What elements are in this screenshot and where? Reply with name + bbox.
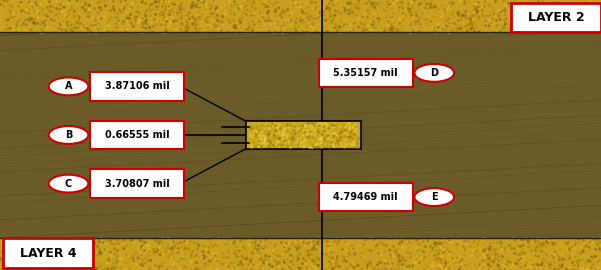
Text: 4.79469 mil: 4.79469 mil — [333, 192, 398, 202]
FancyBboxPatch shape — [511, 3, 601, 32]
Bar — [0, 0, 601, 32]
Text: C: C — [65, 178, 72, 189]
Circle shape — [415, 188, 454, 206]
Text: LAYER 2: LAYER 2 — [528, 11, 584, 24]
FancyBboxPatch shape — [3, 238, 93, 268]
FancyBboxPatch shape — [319, 183, 412, 211]
Text: E: E — [431, 192, 438, 202]
FancyBboxPatch shape — [90, 72, 184, 100]
Circle shape — [415, 64, 454, 82]
Circle shape — [49, 126, 88, 144]
FancyBboxPatch shape — [90, 170, 184, 198]
Text: 0.66555 mil: 0.66555 mil — [105, 130, 169, 140]
Text: B: B — [65, 130, 72, 140]
Text: 5.35157 mil: 5.35157 mil — [333, 68, 398, 78]
Bar — [246, 122, 361, 148]
Circle shape — [49, 175, 88, 193]
Text: D: D — [430, 68, 438, 78]
FancyBboxPatch shape — [319, 59, 412, 87]
Text: 3.70807 mil: 3.70807 mil — [105, 178, 169, 189]
Bar — [0, 238, 601, 270]
Circle shape — [49, 77, 88, 95]
Text: 3.87106 mil: 3.87106 mil — [105, 81, 169, 92]
FancyBboxPatch shape — [90, 121, 184, 149]
Text: A: A — [65, 81, 72, 92]
Text: LAYER 4: LAYER 4 — [20, 247, 76, 260]
